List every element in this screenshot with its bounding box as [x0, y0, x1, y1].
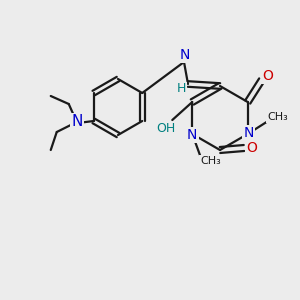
- Text: H: H: [176, 82, 186, 95]
- Text: CH₃: CH₃: [200, 156, 221, 166]
- Text: N: N: [244, 126, 254, 140]
- Text: N: N: [187, 128, 197, 142]
- Text: CH₃: CH₃: [267, 112, 288, 122]
- Text: OH: OH: [157, 122, 176, 136]
- Text: N: N: [71, 115, 82, 130]
- Text: O: O: [262, 69, 273, 83]
- Text: N: N: [180, 48, 190, 62]
- Text: O: O: [247, 141, 257, 155]
